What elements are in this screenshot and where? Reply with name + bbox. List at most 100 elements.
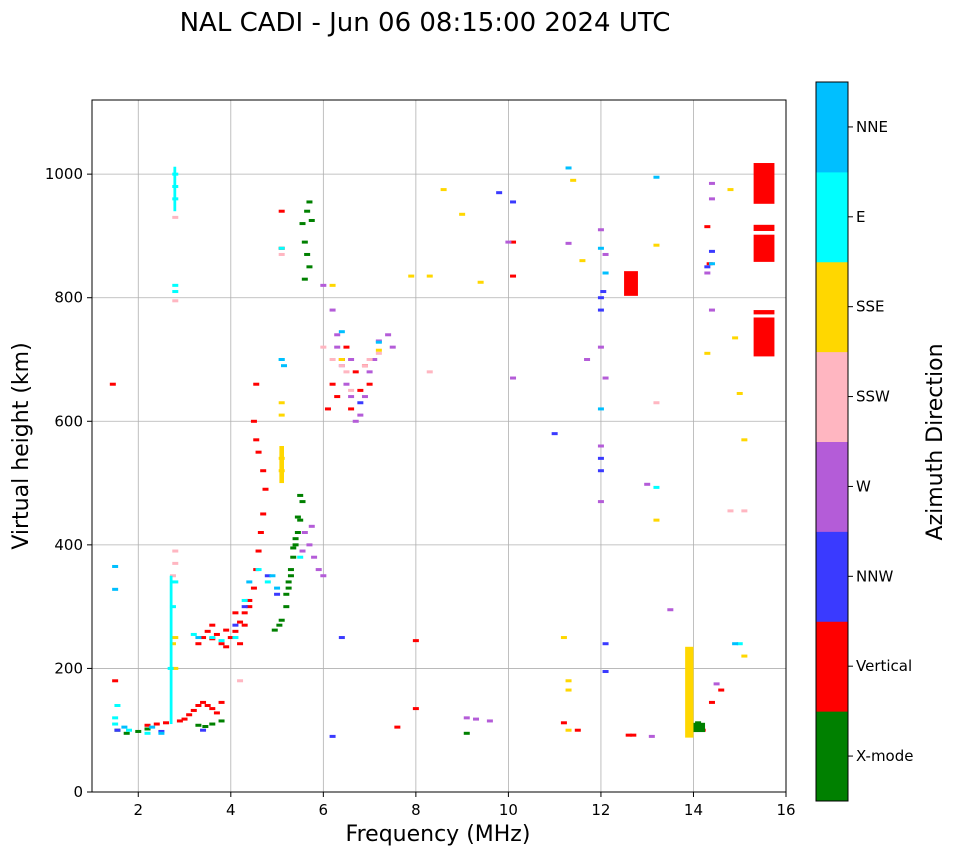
data-point	[223, 628, 230, 632]
data-point	[262, 487, 269, 491]
data-point	[426, 370, 433, 374]
data-point	[625, 733, 632, 737]
data-block	[753, 234, 775, 262]
plot-area	[92, 100, 786, 792]
data-point	[579, 259, 586, 263]
data-block	[685, 646, 694, 738]
data-point	[149, 725, 156, 729]
data-point	[653, 518, 660, 522]
data-point	[257, 531, 264, 534]
data-point	[260, 512, 267, 516]
data-point	[200, 636, 207, 640]
data-point	[320, 345, 327, 349]
colorbar-label: Vertical	[856, 657, 912, 675]
data-point	[306, 543, 313, 547]
data-point	[241, 598, 248, 602]
data-point	[241, 611, 248, 615]
data-point	[250, 586, 257, 590]
data-point	[190, 708, 197, 712]
data-point	[597, 246, 604, 250]
colorbar-swatch	[816, 351, 848, 442]
data-point	[338, 364, 345, 368]
data-point	[311, 555, 318, 559]
colorbar-label: W	[856, 477, 871, 495]
data-point	[653, 243, 660, 247]
data-point	[204, 704, 211, 707]
data-block	[169, 575, 173, 725]
data-point	[597, 228, 604, 232]
data-point	[306, 265, 313, 269]
y-tick-label: 800	[54, 289, 83, 307]
colorbar-label: SSE	[856, 298, 885, 316]
data-point	[329, 283, 336, 287]
data-point	[320, 283, 327, 287]
data-point	[338, 330, 345, 334]
data-point	[232, 611, 239, 615]
data-point	[653, 175, 660, 179]
data-point	[223, 645, 230, 649]
data-block	[753, 163, 775, 204]
data-point	[741, 509, 748, 513]
data-point	[294, 515, 301, 519]
colorbar-label: X-mode	[856, 747, 913, 765]
data-block	[753, 310, 775, 315]
data-point	[237, 679, 244, 683]
data-point	[158, 729, 165, 733]
data-point	[202, 725, 209, 729]
colorbar-frame	[815, 81, 849, 802]
data-point	[218, 719, 225, 723]
data-point	[704, 351, 711, 355]
data-point	[704, 271, 711, 275]
data-point	[172, 215, 179, 219]
colorbar-swatch	[816, 171, 848, 263]
data-point	[121, 725, 128, 729]
data-point	[630, 733, 637, 737]
chart-title: NAL CADI - Jun 06 08:15:00 2024 UTC	[180, 8, 671, 38]
data-point	[741, 438, 748, 442]
data-point	[172, 636, 179, 640]
data-point	[135, 729, 142, 733]
data-point	[278, 246, 285, 250]
series-ssw	[169, 215, 748, 683]
data-point	[278, 413, 285, 417]
data-point	[172, 580, 179, 584]
data-point	[144, 727, 151, 731]
data-point	[366, 382, 373, 386]
x-axis-ticks: 2 4 6 8 10 12 14 16	[133, 792, 796, 819]
data-point	[304, 209, 311, 213]
data-point	[708, 197, 715, 201]
data-point	[278, 358, 285, 361]
data-point	[158, 731, 165, 735]
plot-frame	[91, 99, 787, 793]
data-point	[169, 642, 176, 646]
data-point	[246, 580, 253, 584]
data-point	[736, 391, 743, 395]
data-point	[297, 493, 304, 497]
data-point	[264, 580, 271, 584]
data-point	[260, 469, 267, 473]
data-point	[600, 290, 607, 294]
data-point	[246, 598, 253, 602]
data-point	[200, 700, 207, 704]
data-point	[308, 218, 315, 222]
data-point	[126, 728, 133, 732]
data-point	[463, 716, 470, 720]
data-point	[348, 395, 355, 399]
data-point	[574, 728, 581, 732]
data-point	[114, 728, 121, 732]
x-tick-label: 12	[591, 801, 610, 819]
data-point	[218, 700, 225, 704]
data-point	[304, 252, 311, 256]
data-point	[653, 401, 660, 405]
data-point	[459, 212, 466, 216]
data-layer	[109, 163, 775, 738]
data-point	[169, 574, 176, 578]
data-point	[565, 679, 572, 683]
data-point	[114, 704, 121, 707]
data-point	[708, 249, 715, 253]
data-point	[172, 549, 179, 553]
data-point	[218, 642, 225, 646]
data-point	[287, 568, 294, 572]
data-point	[597, 444, 604, 448]
data-point	[200, 728, 207, 732]
